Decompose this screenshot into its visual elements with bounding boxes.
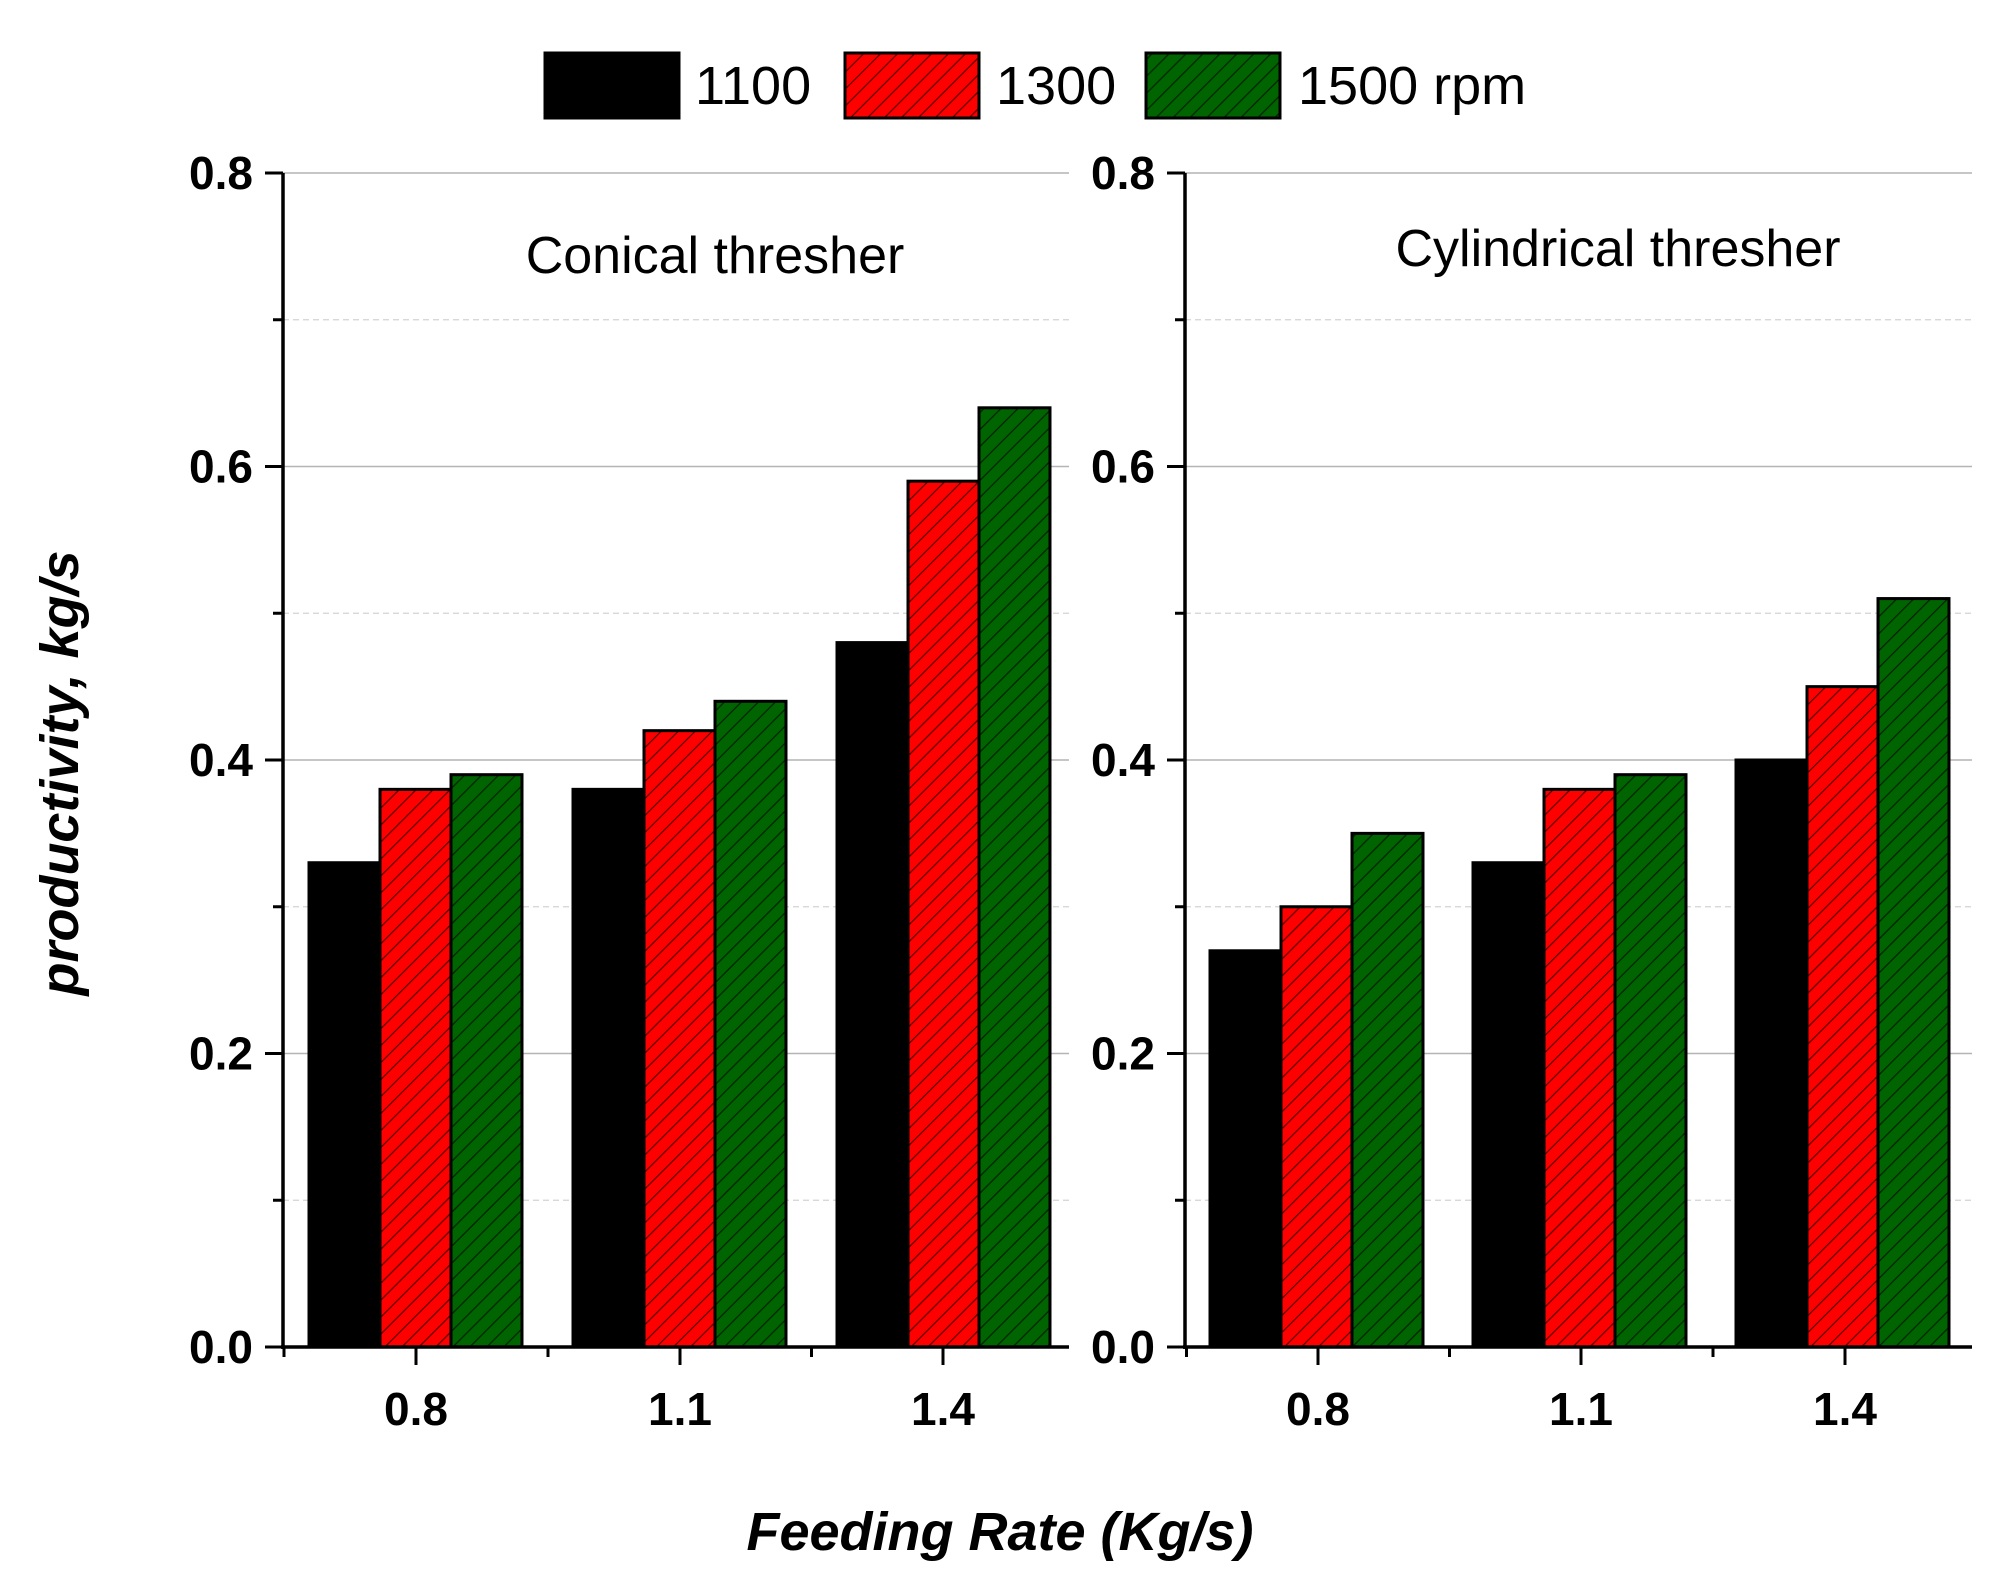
x-tick-label: 1.4 bbox=[1813, 1383, 1877, 1435]
x-tick-label: 1.4 bbox=[911, 1383, 975, 1435]
y-tick-label: 0.8 bbox=[1091, 147, 1155, 199]
x-tick-label: 1.1 bbox=[648, 1383, 712, 1435]
axes-cylindrical: 0.0 0.2 0.4 0.6 0.8 0.8 1.1 1.4 bbox=[1091, 147, 1972, 1435]
bar-cylindrical-0.8-1500 bbox=[1350, 831, 1425, 1349]
legend-label-1100: 1100 bbox=[695, 56, 811, 116]
y-tick-label: 0.2 bbox=[1091, 1028, 1155, 1080]
y-tick-label: 0.6 bbox=[189, 441, 253, 493]
x-tick-label: 1.1 bbox=[1549, 1383, 1613, 1435]
bar-cylindrical-1.1-1100 bbox=[1471, 861, 1546, 1349]
bar-cylindrical-1.1-1300 bbox=[1542, 787, 1617, 1349]
y-tick-label: 0.6 bbox=[1091, 441, 1155, 493]
bar-conical-1.4-1300 bbox=[906, 479, 981, 1349]
bar-conical-0.8-1500 bbox=[449, 773, 524, 1349]
legend-swatch-1300 bbox=[843, 51, 981, 120]
legend-swatch-1100 bbox=[543, 51, 681, 120]
bar-conical-1.1-1500 bbox=[713, 699, 788, 1349]
bar-cylindrical-1.4-1100 bbox=[1734, 758, 1809, 1349]
bar-cylindrical-0.8-1300 bbox=[1279, 905, 1354, 1349]
bar-cylindrical-1.4-1500 bbox=[1876, 597, 1951, 1349]
x-axis-title: Feeding Rate (Kg/s) bbox=[746, 1502, 1253, 1562]
legend: 1100 1300 1500 rpm bbox=[543, 51, 1526, 120]
legend-label-1500: 1500 rpm bbox=[1298, 56, 1526, 116]
bar-cylindrical-1.1-1500 bbox=[1613, 773, 1688, 1349]
x-tick-label: 0.8 bbox=[384, 1383, 448, 1435]
y-tick-label: 0.2 bbox=[189, 1028, 253, 1080]
y-tick-label: 0.0 bbox=[1091, 1321, 1155, 1373]
bar-conical-1.4-1500 bbox=[977, 406, 1052, 1349]
bar-conical-1.4-1100 bbox=[835, 641, 910, 1349]
y-tick-label: 0.8 bbox=[189, 147, 253, 199]
y-tick-label: 0.4 bbox=[189, 734, 253, 786]
bar-conical-0.8-1100 bbox=[307, 861, 382, 1349]
panel-title-cylindrical: Cylindrical thresher bbox=[1395, 220, 1840, 278]
x-tick-label: 0.8 bbox=[1286, 1383, 1350, 1435]
legend-label-1300: 1300 bbox=[996, 56, 1116, 116]
y-tick-label: 0.4 bbox=[1091, 734, 1155, 786]
bar-conical-1.1-1300 bbox=[642, 729, 717, 1349]
bar-conical-0.8-1300 bbox=[378, 787, 453, 1349]
legend-swatch-1500 bbox=[1144, 51, 1282, 120]
panel-title-conical: Conical thresher bbox=[526, 227, 905, 285]
bars-cylindrical bbox=[1208, 597, 1951, 1349]
y-tick-label: 0.0 bbox=[189, 1321, 253, 1373]
bars-conical bbox=[307, 406, 1052, 1349]
y-axis-title: productivity, kg/s bbox=[30, 550, 90, 997]
bar-cylindrical-1.4-1300 bbox=[1805, 685, 1880, 1349]
axes-conical: 0.0 0.2 0.4 0.6 0.8 0.8 1.1 1.4 bbox=[189, 147, 1069, 1435]
bar-conical-1.1-1100 bbox=[571, 787, 646, 1349]
bar-cylindrical-0.8-1100 bbox=[1208, 949, 1283, 1349]
panel-cylindrical: 0.0 0.2 0.4 0.6 0.8 0.8 1.1 1.4 Cylindrical thr… bbox=[1091, 147, 1972, 1435]
panel-conical: 0.0 0.2 0.4 0.6 0.8 0.8 1.1 1.4 Conical threshe… bbox=[189, 147, 1069, 1435]
